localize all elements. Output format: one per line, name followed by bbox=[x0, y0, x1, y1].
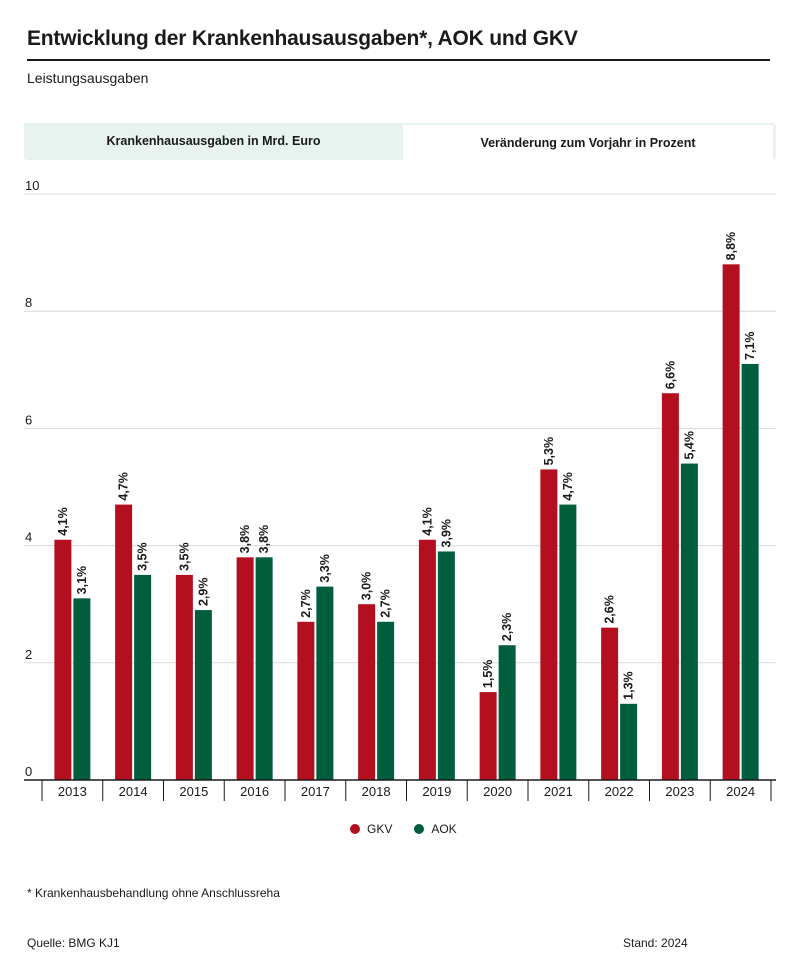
data-label-gkv-2017: 2,7% bbox=[299, 589, 313, 618]
x-tick-label: 2023 bbox=[665, 784, 694, 799]
data-label-gkv-2024: 8,8% bbox=[724, 232, 738, 261]
bar-aok-2020 bbox=[498, 645, 516, 780]
data-label-gkv-2016: 3,8% bbox=[238, 525, 252, 554]
x-tick-label: 2018 bbox=[362, 784, 391, 799]
bar-gkv-2015 bbox=[175, 574, 193, 780]
y-tick-label: 4 bbox=[25, 530, 32, 545]
data-label-aok-2023: 5,4% bbox=[682, 431, 696, 460]
bar-gkv-2019 bbox=[418, 539, 436, 780]
bar-aok-2024 bbox=[741, 363, 759, 780]
x-tick-label: 2024 bbox=[726, 784, 755, 799]
bar-chart: 0 2 4 6 8 10 4,1% 3,1% 2013 4,7% 3,5% 2014 3,5% 2,9% 2… bbox=[24, 178, 776, 801]
data-label-gkv-2023: 6,6% bbox=[663, 361, 677, 390]
bar-aok-2023 bbox=[680, 463, 698, 780]
bar-gkv-2023 bbox=[661, 393, 679, 780]
source-note: Quelle: BMG KJ1 bbox=[27, 936, 120, 950]
title-divider bbox=[27, 59, 770, 61]
x-tick-label: 2019 bbox=[422, 784, 451, 799]
legend: GKV AOK bbox=[350, 822, 457, 836]
bar-aok-2015 bbox=[194, 610, 212, 780]
legend-label-gkv: GKV bbox=[367, 822, 393, 836]
data-label-gkv-2021: 5,3% bbox=[542, 437, 556, 466]
legend-label-aok: AOK bbox=[431, 822, 457, 836]
legend-swatch-aok bbox=[414, 824, 425, 834]
x-tick-label: 2017 bbox=[301, 784, 330, 799]
stand-note: Stand: 2024 bbox=[623, 936, 688, 950]
legend-swatch-gkv bbox=[350, 824, 360, 834]
data-label-gkv-2019: 4,1% bbox=[420, 507, 434, 536]
data-label-aok-2019: 3,9% bbox=[439, 519, 453, 548]
data-label-aok-2018: 2,7% bbox=[379, 589, 393, 618]
bar-aok-2014 bbox=[134, 574, 152, 780]
data-label-aok-2021: 4,7% bbox=[561, 472, 575, 501]
data-label-aok-2015: 2,9% bbox=[196, 578, 210, 607]
y-tick-label: 2 bbox=[25, 647, 32, 662]
data-label-aok-2013: 3,1% bbox=[75, 566, 89, 595]
bar-aok-2016 bbox=[255, 557, 273, 780]
y-tick-label: 8 bbox=[25, 295, 32, 310]
bar-gkv-2018 bbox=[358, 604, 376, 780]
data-label-aok-2024: 7,1% bbox=[743, 331, 757, 360]
bar-aok-2013 bbox=[73, 598, 91, 780]
bar-gkv-2016 bbox=[236, 557, 254, 780]
legend-item-gkv[interactable]: GKV bbox=[350, 822, 392, 836]
x-tick-label: 2022 bbox=[605, 784, 634, 799]
data-label-gkv-2020: 1,5% bbox=[481, 660, 495, 689]
data-label-aok-2022: 1,3% bbox=[622, 671, 636, 700]
y-tick-label: 6 bbox=[25, 412, 32, 427]
data-label-aok-2016: 3,8% bbox=[257, 525, 271, 554]
data-label-gkv-2013: 4,1% bbox=[56, 507, 70, 536]
bar-aok-2022 bbox=[620, 703, 638, 780]
bar-gkv-2017 bbox=[297, 621, 315, 780]
bar-gkv-2022 bbox=[601, 627, 619, 780]
x-tick-label: 2014 bbox=[119, 784, 148, 799]
bar-aok-2017 bbox=[316, 586, 334, 780]
footnote: * Krankenhausbehandlung ohne Anschlussre… bbox=[27, 886, 280, 900]
y-tick-label: 0 bbox=[25, 764, 32, 779]
legend-item-aok[interactable]: AOK bbox=[414, 822, 457, 836]
x-tick-label: 2016 bbox=[240, 784, 269, 799]
bar-gkv-2014 bbox=[115, 504, 133, 780]
bar-gkv-2024 bbox=[722, 264, 740, 780]
bar-gkv-2013 bbox=[54, 539, 72, 780]
data-label-gkv-2022: 2,6% bbox=[603, 595, 617, 624]
data-label-aok-2020: 2,3% bbox=[500, 613, 514, 642]
data-label-gkv-2018: 3,0% bbox=[360, 572, 374, 601]
x-tick-label: 2015 bbox=[179, 784, 208, 799]
tab-veraenderung-prozent[interactable]: Veränderung zum Vorjahr in Prozent bbox=[403, 125, 773, 160]
tab-ausgaben-mrd-euro[interactable]: Krankenhausausgaben in Mrd. Euro bbox=[24, 123, 403, 158]
bar-gkv-2021 bbox=[540, 469, 558, 780]
chart-subtitle: Leistungsausgaben bbox=[27, 70, 149, 86]
bar-aok-2019 bbox=[437, 551, 455, 780]
data-label-gkv-2014: 4,7% bbox=[117, 472, 131, 501]
bar-gkv-2020 bbox=[479, 692, 497, 780]
data-label-aok-2017: 3,3% bbox=[318, 554, 332, 583]
x-tick-label: 2013 bbox=[58, 784, 87, 799]
data-label-gkv-2015: 3,5% bbox=[177, 542, 191, 571]
bar-aok-2018 bbox=[377, 621, 395, 780]
y-tick-label: 10 bbox=[25, 178, 39, 193]
tab-bar: Krankenhausausgaben in Mrd. Euro Verände… bbox=[24, 123, 776, 160]
x-tick-label: 2021 bbox=[544, 784, 573, 799]
x-tick-label: 2020 bbox=[483, 784, 512, 799]
data-label-aok-2014: 3,5% bbox=[136, 542, 150, 571]
bar-aok-2021 bbox=[559, 504, 577, 780]
chart-title: Entwicklung der Krankenhausausgaben*, AO… bbox=[27, 27, 578, 50]
